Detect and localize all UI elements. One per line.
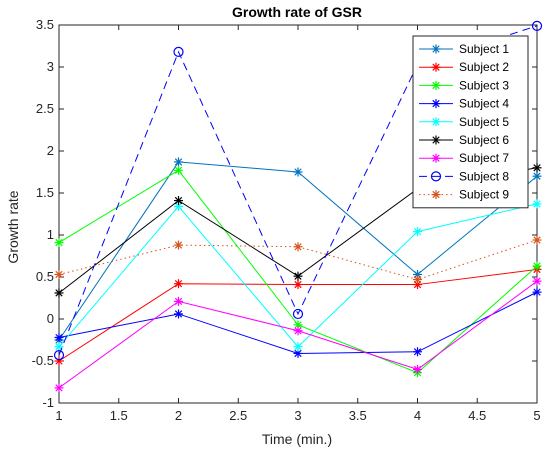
data-point-subject-4 (413, 347, 422, 357)
y-tick-label: 1 (47, 227, 54, 242)
series-subject-8 (53, 20, 543, 361)
y-tick-label: -1 (42, 395, 54, 410)
x-tick-label: 4.5 (468, 408, 486, 423)
data-point-subject-9 (174, 240, 183, 250)
data-point-subject-6 (174, 196, 183, 206)
data-point-subject-4 (532, 287, 542, 297)
legend-marker (431, 99, 441, 109)
data-point-subject-4 (293, 348, 303, 358)
legend-marker (431, 117, 441, 127)
series-line-subject-8 (58, 25, 538, 356)
legend-marker (431, 135, 441, 145)
x-tick-label: 4 (414, 408, 421, 423)
legend-label: Subject 6 (459, 133, 509, 147)
legend-item-subject-7: Subject 7 (419, 151, 509, 165)
data-point-subject-3 (54, 238, 64, 248)
series-line-subject-9 (58, 239, 538, 281)
data-point-subject-1 (293, 167, 303, 177)
series-subject-7 (54, 276, 542, 393)
data-point-subject-2 (174, 279, 183, 289)
x-tick-label: 3.5 (349, 408, 367, 423)
legend: Subject 1 Subject 2 Subject 3 Subject 4 Subj… (412, 35, 529, 209)
y-tick-label: 3 (47, 59, 54, 74)
data-point-subject-7 (413, 364, 422, 374)
data-point-subject-8 (531, 20, 543, 31)
y-tick-label: -0.5 (32, 353, 54, 368)
legend-label: Subject 3 (459, 78, 509, 92)
data-point-subject-8 (173, 46, 184, 57)
data-point-subject-5 (293, 342, 303, 352)
legend-marker (430, 171, 442, 182)
data-point-subject-9 (413, 275, 422, 285)
data-point-subject-1 (174, 157, 183, 167)
x-tick-label: 2.5 (229, 408, 247, 423)
data-point-subject-7 (174, 296, 183, 306)
x-tick-label: 1 (55, 408, 62, 423)
legend-item-subject-4: Subject 4 (419, 97, 509, 111)
y-tick-label: 0 (47, 311, 54, 326)
legend-marker (431, 62, 441, 72)
legend-item-subject-6: Subject 6 (419, 133, 509, 147)
series-subject-3 (54, 165, 542, 378)
data-point-subject-5 (54, 342, 64, 352)
data-point-subject-7 (293, 326, 303, 336)
legend-label: Subject 1 (459, 42, 509, 56)
legend-label: Subject 9 (459, 188, 509, 202)
legend-item-subject-5: Subject 5 (419, 115, 509, 129)
legend-marker (431, 80, 441, 90)
legend-item-subject-9: Subject 9 (419, 188, 509, 202)
legend-label: Subject 4 (459, 97, 509, 111)
data-point-subject-8 (292, 308, 304, 320)
data-point-subject-9 (532, 235, 542, 245)
data-point-subject-2 (293, 280, 303, 290)
legend-label: Subject 8 (459, 169, 509, 183)
legend-marker (431, 44, 441, 54)
data-point-subject-8 (53, 350, 65, 361)
data-point-subject-5 (532, 199, 542, 209)
legend-label: Subject 5 (459, 115, 509, 129)
y-tick-label: 1.5 (36, 185, 54, 200)
y-tick-label: 2 (47, 143, 54, 158)
x-tick-label: 5 (533, 408, 540, 423)
legend-item-subject-2: Subject 2 (419, 60, 509, 74)
x-axis-label: Time (min.) (262, 431, 332, 447)
data-point-subject-9 (54, 269, 64, 279)
data-point-subject-7 (532, 276, 542, 286)
series-subject-9 (54, 235, 542, 285)
legend-marker (431, 153, 441, 163)
data-point-subject-5 (413, 227, 422, 237)
legend-item-subject-3: Subject 3 (419, 78, 509, 92)
data-point-subject-6 (54, 288, 64, 298)
legend-item-subject-1: Subject 1 (419, 42, 509, 56)
data-point-subject-4 (54, 332, 64, 342)
y-tick-label: 2.5 (36, 101, 54, 116)
data-point-subject-6 (532, 163, 542, 173)
data-point-subject-3 (174, 165, 183, 175)
data-point-subject-7 (54, 383, 64, 393)
data-point-subject-6 (293, 271, 303, 281)
legend-label: Subject 2 (459, 60, 509, 74)
x-tick-label: 3 (294, 408, 301, 423)
chart-title: Growth rate of GSR (232, 4, 362, 20)
x-tick-label: 1.5 (110, 408, 128, 423)
legend-item-subject-8: Subject 8 (419, 169, 509, 183)
legend-label: Subject 7 (459, 151, 509, 165)
data-point-subject-4 (174, 309, 183, 319)
data-point-subject-9 (293, 242, 303, 252)
legend-marker (431, 190, 441, 200)
data-point-subject-3 (532, 261, 542, 271)
y-axis-label: Growth rate (5, 190, 21, 263)
y-tick-label: 3.5 (36, 17, 54, 32)
series-subject-4 (54, 287, 542, 358)
x-tick-label: 2 (175, 408, 182, 423)
y-tick-label: 0.5 (36, 269, 54, 284)
data-point-subject-1 (532, 171, 542, 181)
